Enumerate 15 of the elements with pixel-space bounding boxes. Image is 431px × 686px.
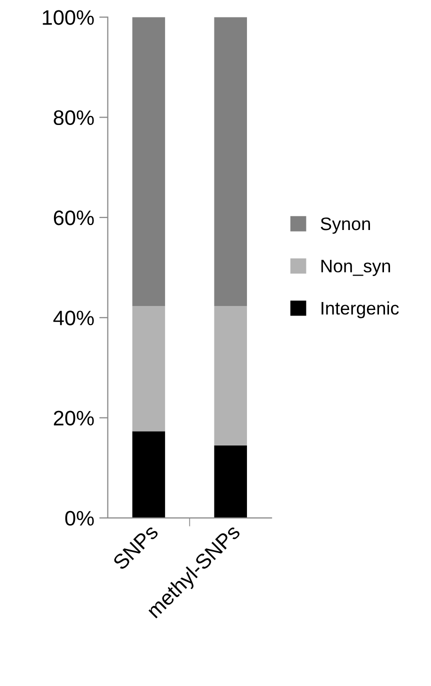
- bar: [214, 17, 247, 306]
- legend-label: Non_syn: [321, 260, 390, 276]
- legend-label: Synon: [320, 217, 370, 234]
- y-tick-label: 0%: [65, 510, 94, 526]
- bar: [214, 445, 247, 518]
- bar: [132, 431, 166, 518]
- y-tick-label: 20%: [54, 410, 94, 426]
- y-tick-label: 60%: [54, 210, 94, 226]
- bar: [132, 306, 166, 432]
- bar: [132, 17, 166, 306]
- y-tick-label: 80%: [54, 110, 94, 126]
- legend-label: Intergenic: [322, 301, 399, 318]
- y-tick-label: 100%: [42, 10, 94, 25]
- y-tick-label: 40%: [53, 310, 94, 326]
- bar: [214, 306, 247, 446]
